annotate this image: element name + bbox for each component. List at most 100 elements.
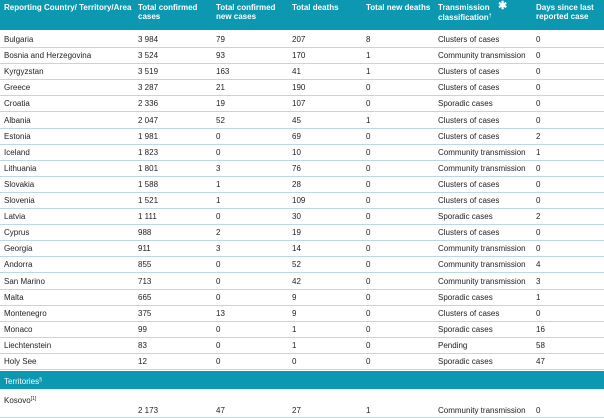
section-text: Territories xyxy=(4,377,40,387)
cell-value: 0 xyxy=(536,99,541,109)
row-rule xyxy=(0,175,604,177)
cell-value: 47 xyxy=(216,406,225,416)
cell-value: 163 xyxy=(216,67,230,77)
row-label: Slovakia xyxy=(4,179,35,189)
cell-value: 3 519 xyxy=(138,67,159,77)
cell-value: Community transmission xyxy=(438,276,526,286)
row-rule xyxy=(0,79,604,81)
row-rule xyxy=(0,224,604,226)
row-rule xyxy=(0,159,604,161)
row-label: San Marino xyxy=(4,276,45,286)
cell-value: 0 xyxy=(366,83,371,93)
cell-value: 2 173 xyxy=(138,406,159,416)
cell-value: 0 xyxy=(536,51,541,61)
row-rule xyxy=(0,63,604,65)
cell-value: 76 xyxy=(292,163,301,173)
cell-value: Clusters of cases xyxy=(438,115,500,125)
cell-value: 0 xyxy=(216,131,221,141)
cell-value: 2 047 xyxy=(138,115,159,125)
cell-value: Clusters of cases xyxy=(438,83,500,93)
header-text: Total deaths xyxy=(292,3,339,12)
cell-value: 0 xyxy=(216,276,221,286)
cell-value: Community transmission xyxy=(438,244,526,254)
row-label: Lithuania xyxy=(4,163,37,173)
cell-value: 16 xyxy=(536,324,545,334)
cell-value: 107 xyxy=(292,99,306,109)
cell-value: 988 xyxy=(138,228,152,238)
header-cell: Total confirmed cases xyxy=(138,3,208,21)
cell-value: 27 xyxy=(292,406,301,416)
cell-value: 0 xyxy=(216,292,221,302)
cell-value: 0 xyxy=(216,340,221,350)
cell-value: 1 xyxy=(536,147,541,157)
cell-value: 0 xyxy=(216,260,221,270)
row-label: Iceland xyxy=(4,147,30,157)
cell-value: 1 xyxy=(216,179,221,189)
cell-value: 0 xyxy=(366,308,371,318)
cell-value: 0 xyxy=(216,357,221,366)
row-rule xyxy=(0,143,604,145)
cell-value: 19 xyxy=(216,99,225,109)
cell-value: 1 xyxy=(366,406,371,416)
cell-value: 79 xyxy=(216,35,225,44)
cell-value: Community transmission xyxy=(438,147,526,157)
row-rule xyxy=(0,320,604,322)
header-cell: Transmission classification† ✱ xyxy=(438,1,528,23)
cell-value: 0 xyxy=(536,308,541,318)
row-label: Greece xyxy=(4,83,31,93)
cell-value: 0 xyxy=(366,99,371,109)
row-label: Andorra xyxy=(4,260,33,270)
cell-value: Clusters of cases xyxy=(438,179,500,189)
row-label: Kyrgyzstan xyxy=(4,67,44,77)
cell-value: 911 xyxy=(138,244,151,254)
row-label: Latvia xyxy=(4,212,26,222)
cell-value: 58 xyxy=(536,340,545,350)
row-rule xyxy=(0,304,604,306)
row-label: Georgia xyxy=(4,244,33,254)
cell-value: Community transmission xyxy=(438,260,526,270)
cell-value: 1 xyxy=(216,196,221,205)
header-text: Total confirmed new cases xyxy=(216,3,276,21)
row-label: Croatia xyxy=(4,99,30,109)
cell-value: 42 xyxy=(292,276,301,286)
cell-value: Community transmission xyxy=(438,163,526,173)
cell-value: 1 xyxy=(366,51,371,61)
cell-value: 713 xyxy=(138,276,152,286)
cell-value: 45 xyxy=(292,115,301,125)
cell-value: 0 xyxy=(216,324,221,334)
row-rule xyxy=(0,127,604,129)
row-rule xyxy=(0,369,604,370)
row-label: Bosnia and Herzegovina xyxy=(4,51,92,61)
cell-value: 0 xyxy=(366,276,371,286)
cell-value: Sporadic cases xyxy=(438,324,493,334)
cell-value: 10 xyxy=(292,147,301,157)
cell-value: 1 xyxy=(292,324,297,334)
row-label: Malta xyxy=(4,292,24,302)
cell-value: 0 xyxy=(536,83,541,93)
cell-value: Pending xyxy=(438,340,468,350)
row-label: Liechtenstein xyxy=(4,340,52,350)
row-label: Slovenia xyxy=(4,196,35,205)
cell-value: 0 xyxy=(216,212,221,222)
row-rule xyxy=(0,288,604,290)
header-cell: Total confirmed new cases xyxy=(216,3,286,21)
row-label: Monaco xyxy=(4,324,33,334)
cell-value: 207 xyxy=(292,35,306,44)
cell-value: 0 xyxy=(366,196,371,205)
cell-value: 2 xyxy=(536,131,541,141)
cell-value: 109 xyxy=(292,196,306,205)
header-cell: Reporting Country/ Territory/Area xyxy=(4,3,134,12)
header-text: Total new deaths xyxy=(366,3,431,12)
cell-value: 9 xyxy=(292,308,297,318)
row-rule xyxy=(0,208,604,209)
cell-value: Sporadic cases xyxy=(438,212,493,222)
header-text: Days since last reported case xyxy=(536,3,594,21)
cell-value: Community transmission xyxy=(438,51,526,61)
row-label: Cyprus xyxy=(4,228,30,238)
cell-value: 14 xyxy=(292,244,301,254)
row-rule xyxy=(0,256,604,258)
cell-value: 52 xyxy=(216,115,225,125)
row-rule xyxy=(0,111,604,113)
cell-value: 3 984 xyxy=(138,35,159,44)
